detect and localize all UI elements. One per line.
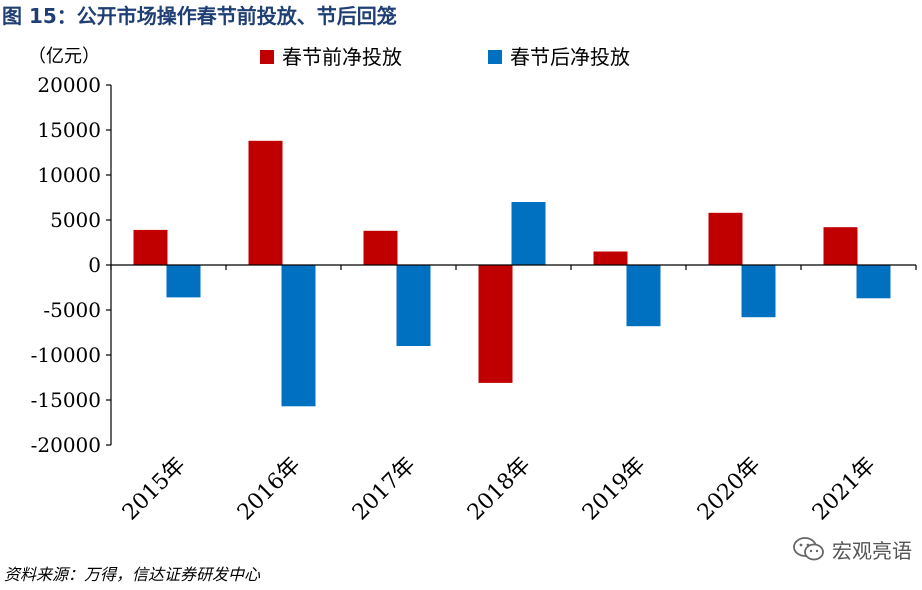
y-tick-label: -15000 xyxy=(31,388,101,412)
bar-before-5 xyxy=(708,212,743,265)
y-tick-label: 5000 xyxy=(50,208,101,232)
x-tick-label: 2015年 xyxy=(118,453,191,526)
x-tick-label: 2021年 xyxy=(808,453,881,526)
bar-after-1 xyxy=(281,265,316,407)
y-tick-label: -10000 xyxy=(31,343,101,367)
x-axis: 2015年 2016年 2017年 2018年 2019年 2020年 2021年 xyxy=(110,264,917,526)
bar-after-4 xyxy=(626,265,661,327)
bar-before-4 xyxy=(593,251,628,265)
legend-swatch-after xyxy=(488,50,502,64)
x-tick-label: 2020年 xyxy=(693,453,766,526)
x-tick-label: 2019年 xyxy=(578,453,651,526)
y-tick-label: -5000 xyxy=(43,298,101,322)
legend: 春节前净投放 春节后净投放 xyxy=(260,45,630,69)
source-note: 资料来源：万得，信达证券研发中心 xyxy=(4,565,261,584)
bar-after-3 xyxy=(511,202,546,265)
chart-area: （亿元） 春节前净投放 春节后净投放 20000 15000 10000 5000 0 -… xyxy=(0,36,922,558)
bar-before-6 xyxy=(823,227,858,265)
figure-title: 图 15：公开市场操作春节前投放、节后回笼 xyxy=(2,4,397,28)
y-tick-label: 20000 xyxy=(37,73,101,97)
y-axis-unit-label: （亿元） xyxy=(28,46,100,67)
watermark: 宏观亮语 xyxy=(792,534,912,564)
bar-before-2 xyxy=(363,230,398,265)
bar-after-5 xyxy=(741,265,776,318)
x-tick-label: 2016年 xyxy=(233,453,306,526)
bar-before-3 xyxy=(478,265,513,383)
y-tick-label: 15000 xyxy=(37,118,101,142)
bars xyxy=(133,140,891,407)
x-tick-label: 2018年 xyxy=(463,453,536,526)
y-tick-label: 10000 xyxy=(37,163,101,187)
legend-swatch-before xyxy=(260,50,274,64)
y-tick-label: 0 xyxy=(88,253,101,277)
y-tick-label: -20000 xyxy=(31,433,101,457)
wechat-icon xyxy=(792,536,826,562)
legend-label-after: 春节后净投放 xyxy=(510,45,630,69)
bar-after-6 xyxy=(856,265,891,299)
watermark-text: 宏观亮语 xyxy=(832,538,912,563)
bar-after-2 xyxy=(396,265,431,346)
bar-before-0 xyxy=(133,229,168,265)
bar-before-1 xyxy=(248,140,283,265)
bar-after-0 xyxy=(166,265,201,298)
chart-svg: （亿元） 春节前净投放 春节后净投放 20000 15000 10000 5000 0 -… xyxy=(28,45,917,526)
y-axis: 20000 15000 10000 5000 0 -5000 -10000 -15000 -20… xyxy=(31,73,112,457)
legend-label-before: 春节前净投放 xyxy=(282,45,402,69)
x-tick-label: 2017年 xyxy=(348,453,421,526)
